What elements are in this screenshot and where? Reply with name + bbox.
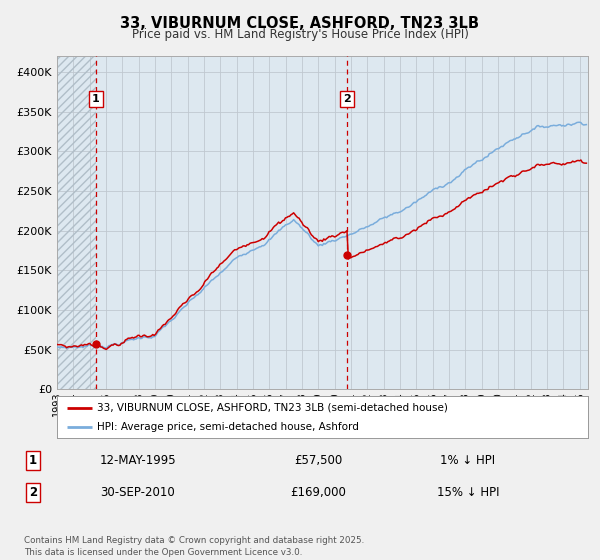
Text: £57,500: £57,500 bbox=[294, 454, 342, 467]
Text: £169,000: £169,000 bbox=[290, 486, 346, 499]
Text: 33, VIBURNUM CLOSE, ASHFORD, TN23 3LB (semi-detached house): 33, VIBURNUM CLOSE, ASHFORD, TN23 3LB (s… bbox=[97, 403, 448, 413]
Text: 2: 2 bbox=[343, 94, 351, 104]
Text: Price paid vs. HM Land Registry's House Price Index (HPI): Price paid vs. HM Land Registry's House … bbox=[131, 28, 469, 41]
Bar bbox=[57, 56, 95, 389]
Text: Contains HM Land Registry data © Crown copyright and database right 2025.
This d: Contains HM Land Registry data © Crown c… bbox=[24, 536, 364, 557]
Text: 33, VIBURNUM CLOSE, ASHFORD, TN23 3LB: 33, VIBURNUM CLOSE, ASHFORD, TN23 3LB bbox=[121, 16, 479, 31]
Text: 15% ↓ HPI: 15% ↓ HPI bbox=[437, 486, 499, 499]
Text: 1: 1 bbox=[92, 94, 100, 104]
Text: HPI: Average price, semi-detached house, Ashford: HPI: Average price, semi-detached house,… bbox=[97, 422, 359, 432]
Text: 1: 1 bbox=[29, 454, 37, 467]
Text: 1% ↓ HPI: 1% ↓ HPI bbox=[440, 454, 496, 467]
Text: 12-MAY-1995: 12-MAY-1995 bbox=[100, 454, 176, 467]
Text: 30-SEP-2010: 30-SEP-2010 bbox=[101, 486, 175, 499]
Text: 2: 2 bbox=[29, 486, 37, 499]
